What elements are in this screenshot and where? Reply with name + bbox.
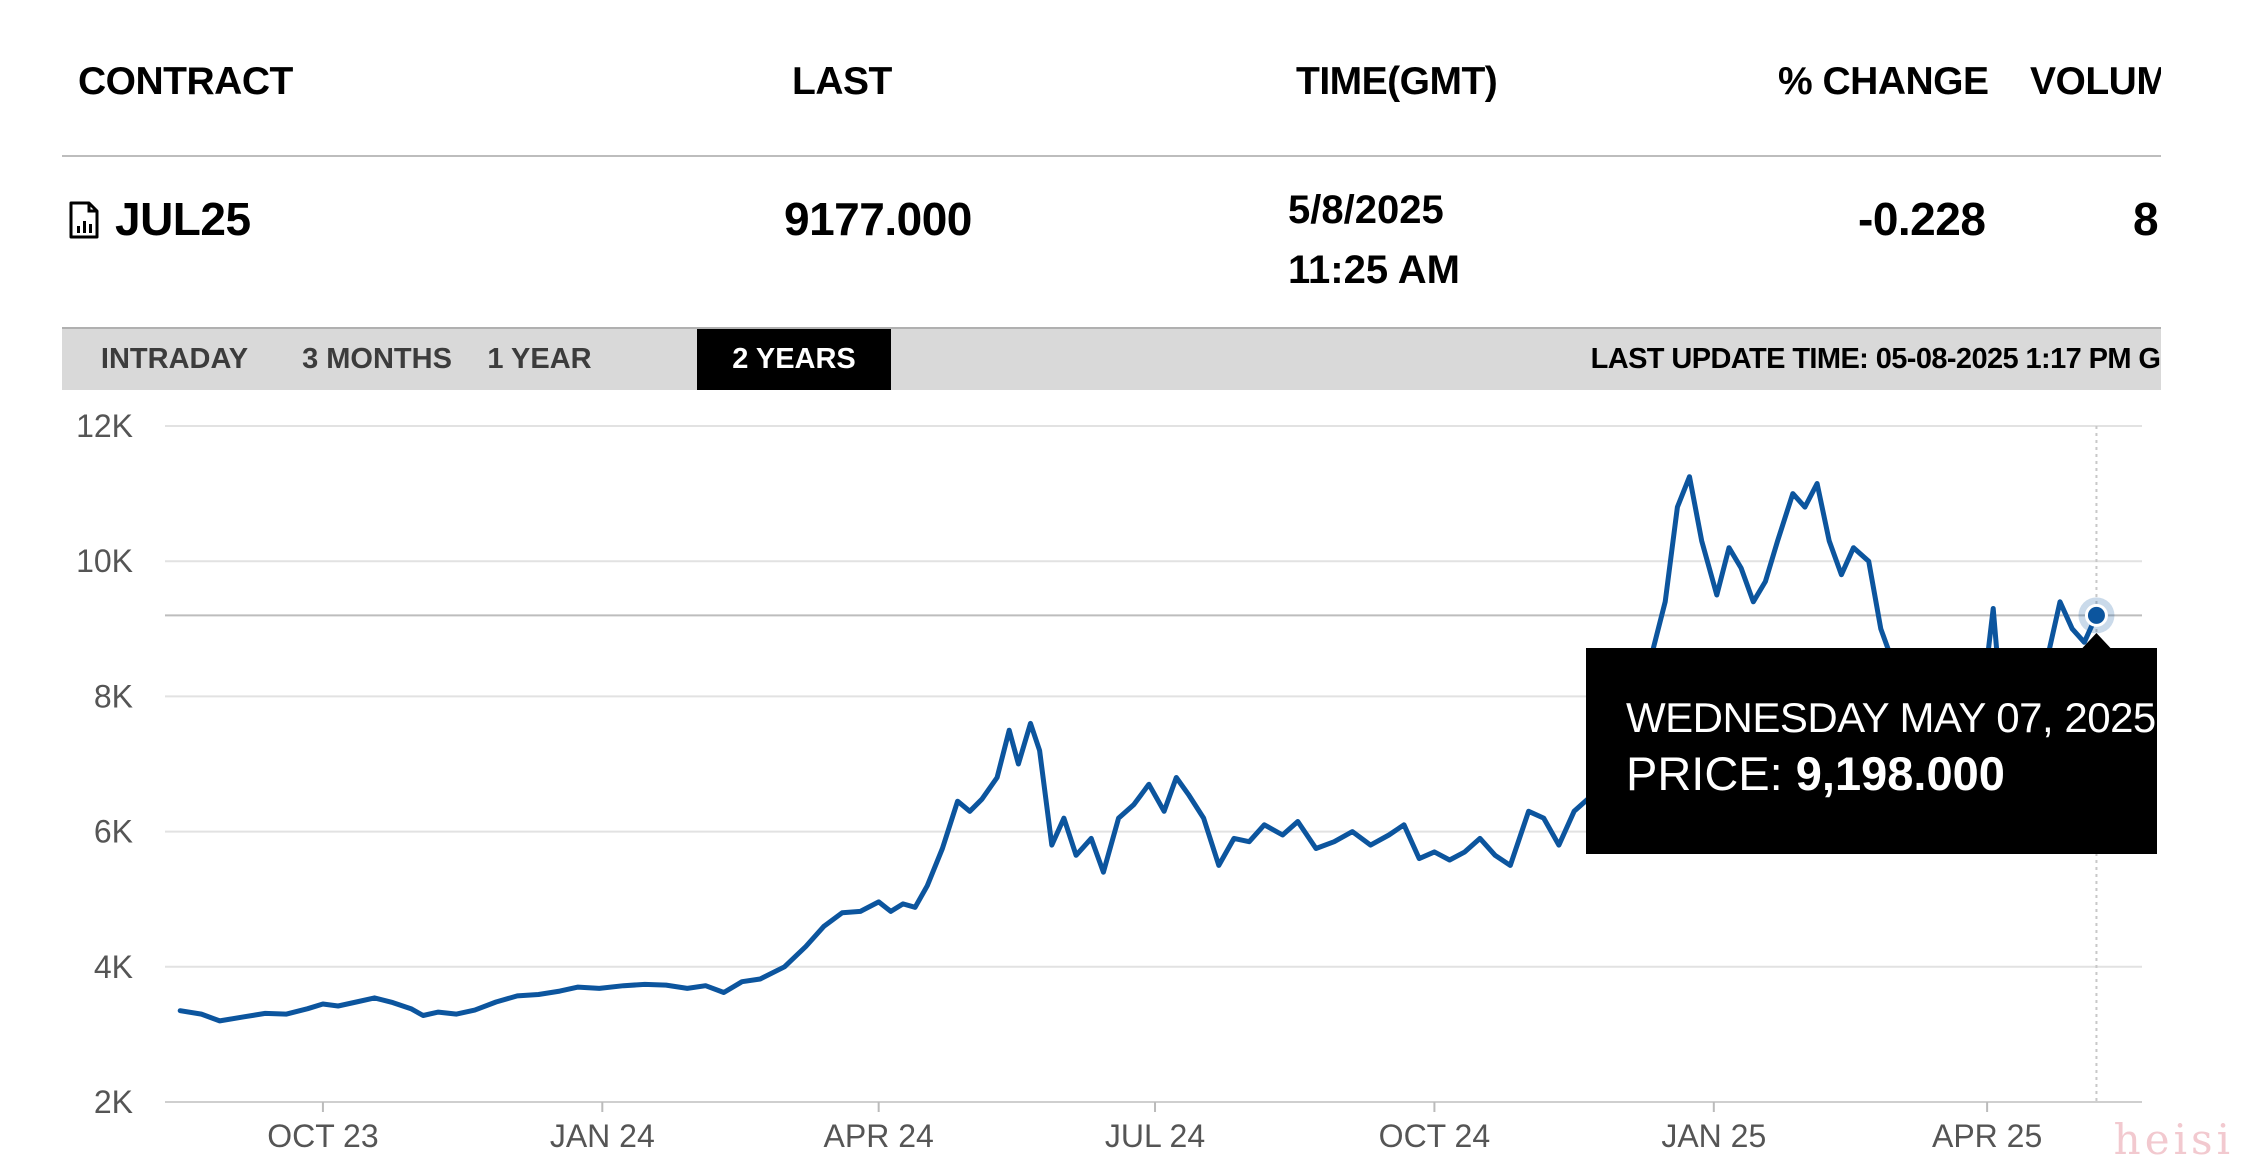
tab-2-years[interactable]: 2 YEARS	[697, 329, 891, 390]
y-tick-label: 10K	[76, 543, 133, 579]
x-tick-label: OCT 24	[1379, 1118, 1490, 1154]
contract-name[interactable]: JUL25	[115, 193, 251, 245]
last-update-time: LAST UPDATE TIME: 05-08-2025 1:17 PM GMT	[1590, 343, 2161, 375]
price-tooltip: WEDNESDAY MAY 07, 2025 PRICE: 9,198.000	[1586, 648, 2157, 854]
header-percent-change: % CHANGE	[1778, 60, 1989, 103]
y-tick-label: 6K	[94, 814, 133, 850]
tab-1-year[interactable]: 1 YEAR	[487, 343, 592, 375]
header-time: TIME(GMT)	[1296, 60, 1498, 103]
tooltip-pointer	[2082, 633, 2111, 648]
tooltip-date: WEDNESDAY MAY 07, 2025	[1626, 694, 2156, 741]
tab-3-months[interactable]: 3 MONTHS	[302, 343, 452, 375]
tooltip-price-label: PRICE:	[1626, 747, 1783, 800]
x-tick-label: APR 24	[824, 1118, 934, 1154]
x-tick-label: JAN 24	[550, 1118, 655, 1154]
watermark-text: heisi	[2113, 1115, 2234, 1164]
trade-date: 5/8/2025	[1288, 188, 1444, 232]
tooltip-price: PRICE: 9,198.000	[1626, 744, 2157, 804]
tooltip-price-value: 9,198.000	[1795, 747, 2005, 800]
x-tick-label: APR 25	[1932, 1118, 2042, 1154]
last-price: 9177.000	[784, 193, 972, 245]
header-volume: VOLUM	[2030, 60, 2161, 103]
x-tick-label: JAN 25	[1661, 1118, 1766, 1154]
tab-intraday[interactable]: INTRADAY	[100, 343, 249, 375]
header-divider	[62, 155, 2161, 157]
header-contract: CONTRACT	[78, 60, 293, 103]
highlight-point	[2084, 603, 2108, 627]
x-tick-label: JUL 24	[1105, 1118, 1205, 1154]
price-series-line	[177, 474, 2099, 1024]
y-tick-label: 2K	[94, 1084, 133, 1120]
volume-value: 8	[2133, 193, 2159, 245]
header-last: LAST	[792, 60, 892, 103]
range-tab-bar: INTRADAY 3 MONTHS 1 YEAR 2 YEARS LAST UP…	[62, 327, 2161, 390]
y-tick-label: 8K	[94, 678, 133, 714]
x-tick-label: OCT 23	[267, 1118, 378, 1154]
report-icon[interactable]	[68, 200, 100, 245]
trade-time: 11:25 AM	[1288, 248, 1460, 292]
percent-change-value: -0.228	[1858, 193, 1986, 245]
y-tick-label: 4K	[94, 949, 133, 985]
y-tick-label: 12K	[76, 408, 133, 444]
